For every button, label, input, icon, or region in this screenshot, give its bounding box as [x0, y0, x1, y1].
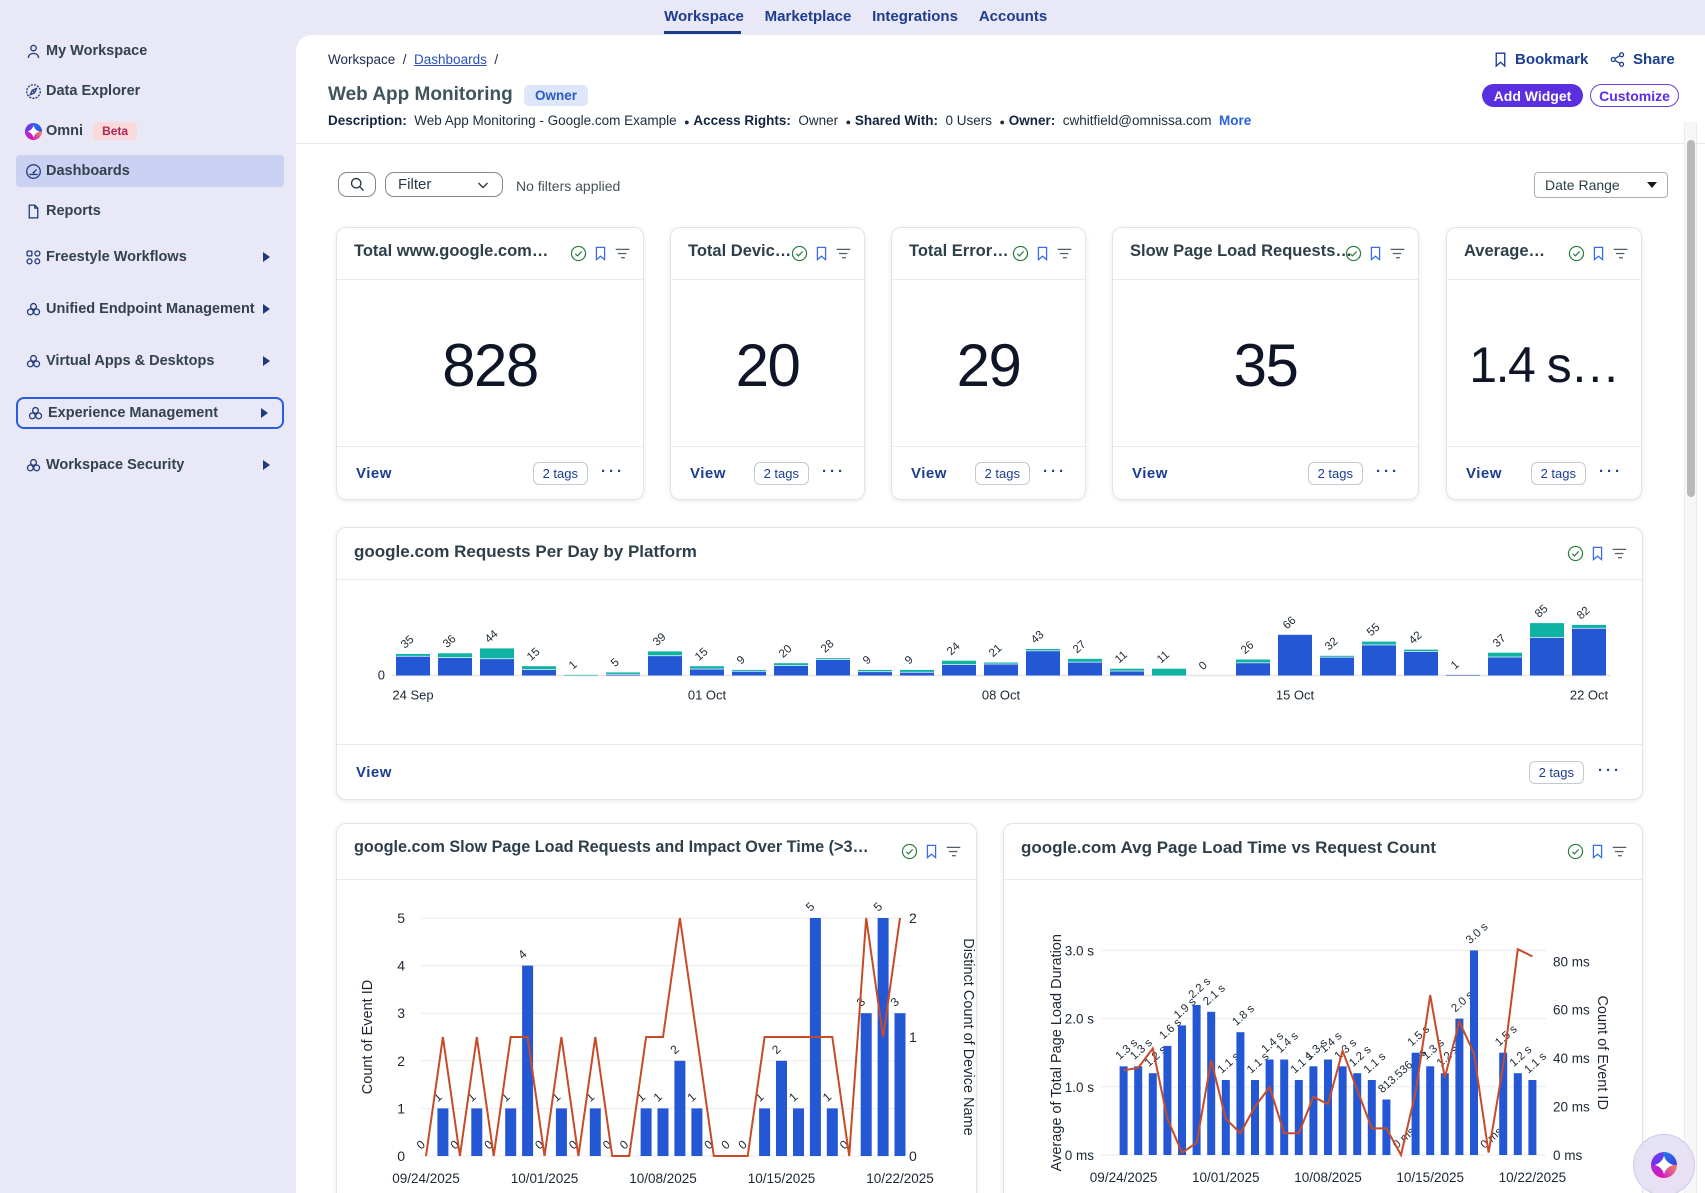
svg-text:26: 26	[1239, 639, 1257, 656]
svg-text:11: 11	[1155, 649, 1172, 666]
svg-text:42: 42	[1407, 629, 1425, 646]
svg-text:21: 21	[987, 642, 1005, 659]
svg-text:09/24/2025: 09/24/2025	[392, 1171, 460, 1186]
svg-text:20 ms: 20 ms	[1553, 1100, 1590, 1115]
svg-text:9: 9	[903, 654, 916, 667]
svg-text:1.0 s: 1.0 s	[1065, 1080, 1095, 1095]
svg-text:Count of Event ID: Count of Event ID	[1594, 995, 1610, 1109]
svg-text:43: 43	[1029, 629, 1047, 646]
svg-text:2: 2	[668, 1042, 683, 1057]
svg-text:3: 3	[397, 1005, 405, 1021]
svg-text:10/15/2025: 10/15/2025	[1396, 1170, 1464, 1185]
svg-text:1: 1	[909, 1029, 917, 1045]
svg-text:20: 20	[777, 643, 795, 660]
svg-text:55: 55	[1365, 621, 1383, 638]
svg-text:10/08/2025: 10/08/2025	[1294, 1170, 1362, 1185]
svg-text:15 Oct: 15 Oct	[1276, 688, 1315, 703]
svg-text:37: 37	[1491, 632, 1509, 649]
svg-text:0: 0	[909, 1148, 917, 1164]
svg-text:36: 36	[441, 633, 459, 650]
svg-text:40 ms: 40 ms	[1553, 1051, 1590, 1066]
svg-text:10/22/2025: 10/22/2025	[866, 1171, 934, 1186]
svg-text:3.0 s: 3.0 s	[1065, 943, 1095, 958]
svg-text:5: 5	[609, 656, 622, 669]
svg-text:10/01/2025: 10/01/2025	[511, 1171, 579, 1186]
svg-text:1: 1	[651, 1090, 666, 1105]
svg-text:24: 24	[945, 640, 963, 658]
svg-text:0: 0	[397, 1148, 405, 1164]
svg-text:0: 0	[718, 1137, 733, 1152]
svg-text:9: 9	[861, 654, 874, 667]
svg-text:1: 1	[786, 1090, 801, 1105]
svg-text:10/22/2025: 10/22/2025	[1499, 1170, 1567, 1185]
svg-text:0: 0	[378, 668, 385, 683]
svg-text:5: 5	[397, 910, 405, 926]
svg-text:08 Oct: 08 Oct	[982, 688, 1021, 703]
svg-text:1.8 s: 1.8 s	[1230, 1003, 1257, 1029]
svg-text:4: 4	[397, 958, 405, 974]
svg-text:5: 5	[803, 899, 818, 914]
svg-text:39: 39	[651, 631, 669, 648]
svg-text:01 Oct: 01 Oct	[688, 688, 727, 703]
svg-text:Average of Total Page Load Dur: Average of Total Page Load Duration	[1049, 934, 1065, 1171]
svg-text:60 ms: 60 ms	[1553, 1003, 1590, 1018]
svg-text:1: 1	[820, 1090, 835, 1105]
svg-text:4: 4	[515, 947, 530, 962]
svg-text:0 ms: 0 ms	[1065, 1148, 1095, 1163]
svg-text:2.0 s: 2.0 s	[1065, 1012, 1095, 1027]
svg-text:85: 85	[1533, 603, 1551, 620]
svg-text:35: 35	[399, 634, 417, 651]
svg-text:27: 27	[1071, 639, 1089, 656]
svg-text:Count of Event ID: Count of Event ID	[360, 980, 376, 1094]
svg-text:32: 32	[1323, 636, 1341, 653]
svg-text:Distinct Count of Device Name: Distinct Count of Device Name	[960, 938, 976, 1135]
svg-text:15: 15	[693, 646, 711, 663]
svg-text:2: 2	[397, 1053, 405, 1069]
svg-text:1: 1	[685, 1090, 700, 1105]
svg-text:10/08/2025: 10/08/2025	[629, 1171, 697, 1186]
svg-text:1: 1	[1449, 659, 1462, 672]
svg-text:66: 66	[1281, 615, 1299, 632]
svg-text:24 Sep: 24 Sep	[392, 688, 433, 703]
svg-text:5: 5	[871, 899, 886, 914]
svg-text:11: 11	[1113, 649, 1130, 666]
svg-text:9: 9	[735, 654, 748, 667]
svg-text:09/24/2025: 09/24/2025	[1090, 1170, 1158, 1185]
svg-text:10/15/2025: 10/15/2025	[748, 1171, 816, 1186]
svg-text:44: 44	[483, 628, 501, 646]
svg-text:0: 0	[1197, 660, 1210, 673]
svg-text:22 Oct: 22 Oct	[1570, 688, 1609, 703]
svg-text:82: 82	[1575, 605, 1593, 622]
svg-text:0 ms: 0 ms	[1553, 1148, 1583, 1163]
svg-text:3.0 s: 3.0 s	[1464, 921, 1491, 947]
svg-text:10/01/2025: 10/01/2025	[1192, 1170, 1260, 1185]
svg-text:2: 2	[769, 1042, 784, 1057]
svg-text:28: 28	[819, 638, 837, 655]
svg-text:1: 1	[397, 1100, 405, 1116]
svg-text:15: 15	[525, 646, 543, 663]
svg-text:80 ms: 80 ms	[1553, 954, 1590, 969]
svg-text:1: 1	[567, 659, 580, 672]
svg-text:2: 2	[909, 910, 917, 926]
